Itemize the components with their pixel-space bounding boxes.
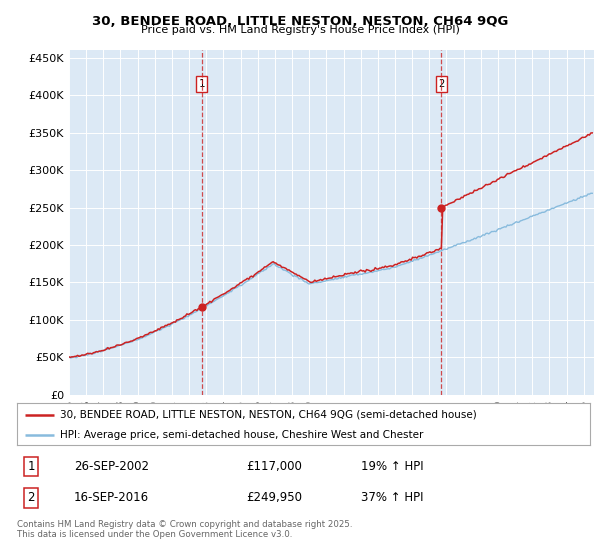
Text: Contains HM Land Registry data © Crown copyright and database right 2025.
This d: Contains HM Land Registry data © Crown c… bbox=[17, 520, 352, 539]
Text: 30, BENDEE ROAD, LITTLE NESTON, NESTON, CH64 9QG (semi-detached house): 30, BENDEE ROAD, LITTLE NESTON, NESTON, … bbox=[60, 409, 476, 419]
Text: HPI: Average price, semi-detached house, Cheshire West and Chester: HPI: Average price, semi-detached house,… bbox=[60, 430, 423, 440]
Text: £117,000: £117,000 bbox=[246, 460, 302, 473]
Text: 2: 2 bbox=[439, 79, 445, 89]
Text: 2: 2 bbox=[28, 491, 35, 505]
Text: 37% ↑ HPI: 37% ↑ HPI bbox=[361, 491, 423, 505]
Text: 30, BENDEE ROAD, LITTLE NESTON, NESTON, CH64 9QG: 30, BENDEE ROAD, LITTLE NESTON, NESTON, … bbox=[92, 15, 508, 27]
Text: 16-SEP-2016: 16-SEP-2016 bbox=[74, 491, 149, 505]
Text: 1: 1 bbox=[199, 79, 205, 89]
Text: 1: 1 bbox=[28, 460, 35, 473]
Text: £249,950: £249,950 bbox=[246, 491, 302, 505]
Text: 19% ↑ HPI: 19% ↑ HPI bbox=[361, 460, 423, 473]
Text: 26-SEP-2002: 26-SEP-2002 bbox=[74, 460, 149, 473]
Text: Price paid vs. HM Land Registry's House Price Index (HPI): Price paid vs. HM Land Registry's House … bbox=[140, 25, 460, 35]
